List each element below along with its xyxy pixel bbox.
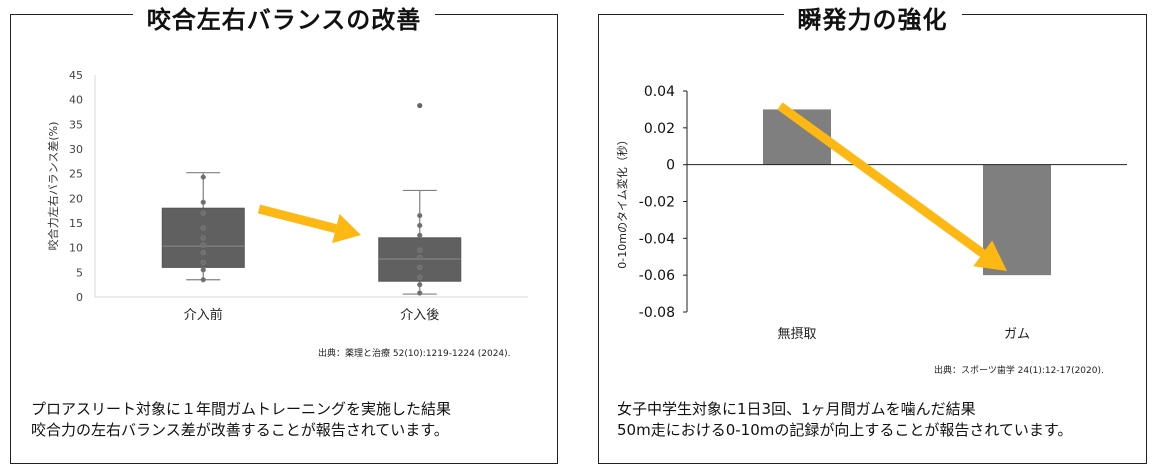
data-point (200, 242, 206, 248)
panel-title: 咬合左右バランスの改善 (132, 6, 436, 34)
y-axis-label: 0-10mのタイム変化（秒） (615, 134, 629, 268)
description-line: 女子中学生対象に1日3回、1ヶ月間ガムを噛んだ結果 (617, 400, 976, 418)
data-point (417, 274, 423, 280)
y-tick-label: 25 (69, 168, 83, 181)
data-point (200, 277, 206, 283)
data-point (417, 212, 423, 219)
x-category-label: ガム (1004, 327, 1030, 342)
description-line: プロアスリート対象に１年間ガムトレーニングを実施した結果 (31, 400, 452, 418)
data-point (200, 199, 206, 205)
y-tick-label: 40 (69, 94, 83, 107)
y-tick-label: 0 (76, 291, 83, 304)
trend-arrow-shaft (777, 102, 986, 258)
y-tick-label: 35 (69, 118, 83, 131)
y-tick-label: -0.08 (639, 305, 675, 321)
data-point (200, 249, 206, 256)
panel-bite-balance: 咬合左右バランスの改善 0 5 10 15 20 25 30 35 40 45 咬合力左右バランス差… (10, 6, 558, 464)
y-tick-label: 30 (69, 143, 83, 156)
data-point (200, 267, 206, 273)
description: プロアスリート対象に１年間ガムトレーニングを実施した結果 咬合力の左右バランス差… (31, 399, 451, 441)
x-category-label: 無摂取 (777, 326, 816, 342)
y-axis-label: 咬合力左右バランス差(%) (46, 122, 60, 251)
y-tick-label: 5 (76, 266, 83, 279)
description-line: 50m走における0-10mの記録が向上することが報告されています。 (617, 421, 1073, 439)
outlier-point (417, 102, 423, 109)
trend-arrow-head (332, 214, 361, 244)
y-tick-label: 15 (69, 217, 83, 230)
data-point (417, 247, 423, 253)
data-point (417, 282, 423, 288)
data-point (417, 290, 423, 296)
y-tick-label: -0.02 (639, 195, 675, 211)
x-category-label: 介入前 (184, 307, 223, 323)
data-point (417, 264, 423, 271)
data-point (200, 174, 206, 180)
panel-title: 瞬発力の強化 (783, 6, 962, 34)
y-tick-label: 0.02 (644, 121, 675, 137)
description: 女子中学生対象に1日3回、1ヶ月間ガムを噛んだ結果 50m走における0-10mの… (617, 399, 1072, 441)
data-point (417, 232, 423, 238)
trend-arrow-shaft (257, 204, 337, 233)
data-point (200, 259, 206, 266)
source-citation: 出典：薬理と治療 52(10):1219-1224 (2024). (318, 349, 511, 359)
data-point (200, 210, 206, 216)
description-line: 咬合力の左右バランス差が改善することが報告されています。 (31, 421, 449, 439)
data-point (200, 235, 206, 241)
x-category-label: 介入後 (400, 308, 439, 323)
panel-title-wrap: 瞬発力の強化 (599, 0, 1146, 35)
y-tick-label: 10 (69, 242, 83, 255)
y-tick-label: 45 (69, 69, 83, 82)
panel-title-wrap: 咬合左右バランスの改善 (11, 0, 557, 35)
trend-arrow-head (973, 240, 1007, 271)
y-tick-label: 20 (69, 192, 83, 205)
y-tick-label: -0.06 (639, 268, 675, 284)
box-plot-chart: 0 5 10 15 20 25 30 35 40 45 咬合力左右バランス差(%) 介入前 介入後 (46, 69, 528, 323)
panel-burst-power: 瞬発力の強化 -0.08 -0.06 -0.04 -0.02 0 0.02 0.04 0-10… (598, 6, 1147, 464)
y-tick-label: -0.04 (639, 231, 675, 247)
source-citation: 出典：スポーツ歯学 24(1):12-17(2020). (934, 366, 1104, 376)
data-point (417, 254, 423, 261)
y-tick-label: 0 (666, 158, 675, 174)
bar-chart: -0.08 -0.06 -0.04 -0.02 0 0.02 0.04 0-10mのタイム変化… (615, 84, 1127, 342)
data-point (200, 225, 206, 231)
y-tick-label: 0.04 (644, 84, 675, 100)
data-point (417, 222, 423, 229)
